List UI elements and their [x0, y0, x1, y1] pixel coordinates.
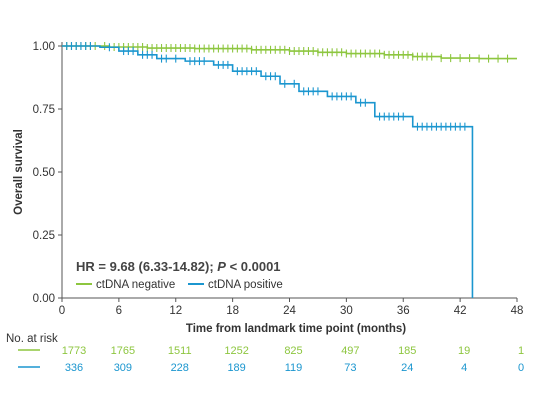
y-axis-label: Overall survival — [13, 129, 25, 215]
y-tick-label: 0.25 — [33, 230, 55, 242]
risk-count: 309 — [114, 362, 132, 374]
risk-count: 1252 — [224, 345, 248, 357]
x-tick-label: 48 — [511, 305, 524, 317]
risk-count: 1765 — [111, 345, 135, 357]
x-tick-label: 36 — [397, 305, 410, 317]
risk-count: 825 — [284, 345, 302, 357]
y-tick-label: 0.75 — [33, 104, 55, 116]
x-tick-label: 30 — [340, 305, 353, 317]
risk-count: 4 — [461, 362, 467, 374]
risk-count: 185 — [398, 345, 416, 357]
risk-count: 19 — [458, 345, 470, 357]
legend-label-ctdna-negative: ctDNA negative — [96, 279, 175, 291]
risk-table: 1773 1765 1511 1252 825 497 185 19 1 336 309 228 189… — [18, 345, 524, 374]
x-tick-label: 18 — [226, 305, 239, 317]
y-axis: 0.00 0.25 0.50 0.75 1.00 — [33, 41, 63, 305]
x-tick-label: 12 — [169, 305, 182, 317]
y-tick-label: 0.00 — [33, 293, 55, 305]
risk-count: 336 — [65, 362, 83, 374]
y-tick-label: 0.50 — [33, 167, 55, 179]
risk-count: 228 — [171, 362, 189, 374]
series-layer — [62, 42, 517, 298]
x-tick-label: 24 — [283, 305, 296, 317]
series-line-ctdna-positive — [62, 45, 474, 298]
risk-count: 73 — [344, 362, 356, 374]
risk-count: 1 — [518, 345, 524, 357]
x-tick-label: 42 — [454, 305, 467, 317]
x-tick-label: 6 — [116, 305, 122, 317]
risk-count: 24 — [401, 362, 413, 374]
y-tick-label: 1.00 — [33, 41, 55, 53]
risk-count: 189 — [227, 362, 245, 374]
risk-table-title: No. at risk — [6, 333, 58, 345]
risk-count: 0 — [518, 362, 524, 374]
legend: ctDNA negative ctDNA positive — [76, 279, 283, 291]
x-tick-label: 0 — [59, 305, 65, 317]
risk-count: 497 — [341, 345, 359, 357]
x-axis: 0 6 12 18 24 30 36 42 48 — [59, 297, 524, 317]
risk-count: 1511 — [168, 345, 192, 357]
risk-count: 119 — [285, 362, 303, 374]
risk-count: 1773 — [62, 345, 86, 357]
hazard-ratio-annotation: HR = 9.68 (6.33-14.82); P < 0.0001 — [76, 259, 281, 274]
x-axis-label: Time from landmark time point (months) — [186, 323, 406, 335]
legend-label-ctdna-positive: ctDNA positive — [208, 279, 283, 291]
